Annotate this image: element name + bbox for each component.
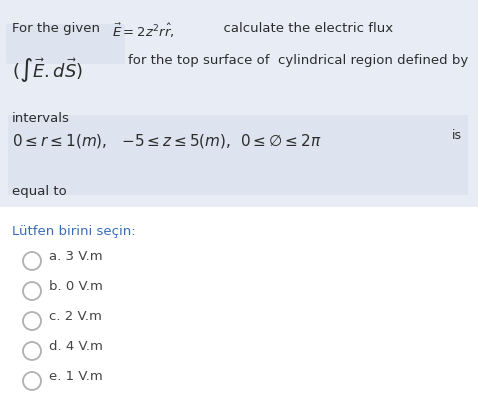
Circle shape (23, 372, 41, 390)
Text: $\vec{E} = 2z^2r\hat{r}$,: $\vec{E} = 2z^2r\hat{r}$, (112, 22, 174, 41)
Text: c. 2 V.m: c. 2 V.m (49, 310, 102, 324)
Text: For the given: For the given (12, 22, 104, 35)
Text: equal to: equal to (12, 185, 67, 198)
Text: intervals: intervals (12, 112, 70, 125)
Bar (8, 115, 468, 195)
Text: e. 1 V.m: e. 1 V.m (49, 371, 103, 383)
Text: a. 3 V.m: a. 3 V.m (49, 251, 103, 263)
Text: is: is (452, 129, 462, 142)
Text: $(\int \vec{E}.d\vec{S})$: $(\int \vec{E}.d\vec{S})$ (12, 56, 83, 84)
Circle shape (23, 252, 41, 270)
Text: for the top surface of  cylindrical region defined by: for the top surface of cylindrical regio… (128, 54, 468, 67)
Bar (0, 0, 478, 207)
Text: d. 4 V.m: d. 4 V.m (49, 340, 103, 354)
Circle shape (23, 312, 41, 330)
Text: $0 \leq r \leq 1(m)$,   $-5 \leq z \leq 5(m)$,  $0 \leq \emptyset \leq 2\pi$: $0 \leq r \leq 1(m)$, $-5 \leq z \leq 5(… (12, 132, 322, 150)
Text: Lütfen birini seçin:: Lütfen birini seçin: (12, 225, 136, 238)
Text: b. 0 V.m: b. 0 V.m (49, 281, 103, 294)
FancyBboxPatch shape (6, 24, 125, 64)
Text: calculate the electric flux: calculate the electric flux (215, 22, 393, 35)
Circle shape (23, 342, 41, 360)
Circle shape (23, 282, 41, 300)
